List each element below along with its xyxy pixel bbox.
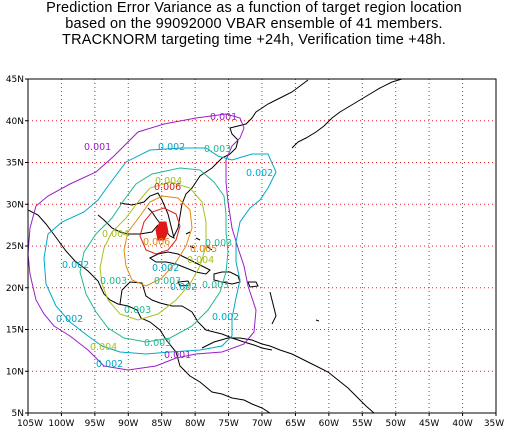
contour-0-005 <box>123 195 193 287</box>
title-line-3: TRACKNORM targeting time +24h, Verificat… <box>62 32 446 48</box>
x-tick-label: 100W <box>48 419 74 428</box>
contour-label: 0.004 <box>102 229 129 240</box>
x-tick-label: 50W <box>386 419 406 428</box>
contour-label: 0.003 <box>154 276 181 287</box>
y-tick-label: 20N <box>6 284 24 294</box>
x-tick-label: 75W <box>218 419 238 428</box>
x-tick-label: 40W <box>452 419 472 428</box>
contour-label: 0.001 <box>84 142 111 153</box>
title-block: Prediction Error Variance as a function … <box>0 0 508 48</box>
x-tick-label: 60W <box>319 419 339 428</box>
contour-label: 0.002 <box>246 168 273 179</box>
coast-gulf-mexico <box>97 214 159 235</box>
contour-label: 0.004 <box>187 255 214 266</box>
contour-0-006-core <box>155 221 169 241</box>
contour-label: 0.003 <box>100 276 127 287</box>
y-tick-label: 30N <box>6 200 24 210</box>
contour-label: 0.002 <box>158 142 185 153</box>
x-tick-label: 105W <box>17 419 43 428</box>
contour-label: 0.002 <box>56 314 83 325</box>
contour-label: 0.002 <box>62 260 89 271</box>
coast-cuba <box>149 251 211 275</box>
x-tick-label: 95W <box>85 419 105 428</box>
contour-label: 0.006 <box>143 237 170 248</box>
y-tick-label: 25N <box>6 242 24 252</box>
contour-label: 0.004 <box>90 342 117 353</box>
contour-label: 0.002 <box>170 282 197 293</box>
coast-us-east <box>119 79 309 239</box>
contour-label: 0.001 <box>210 112 237 123</box>
coast-south-america <box>201 337 375 413</box>
contour-label: 0.003 <box>205 238 232 249</box>
y-tick-labels: 5N 10N 15N 20N 25N 30N 35N 40N 45N <box>6 75 28 419</box>
contour-label: 0.003 <box>124 305 151 316</box>
x-tick-label: 80W <box>185 419 205 428</box>
title-line-1: Prediction Error Variance as a function … <box>46 0 462 16</box>
x-tick-label: 85W <box>152 419 172 428</box>
contour-label: 0.001 <box>164 350 191 361</box>
contour-label: 0.005 <box>190 244 217 255</box>
coast-puerto-rico <box>247 281 259 288</box>
x-tick-label: 65W <box>285 419 305 428</box>
contour-0-002 <box>43 147 277 355</box>
title-line-2: based on the 99092000 VBAR ensemble of 4… <box>65 16 443 32</box>
x-tick-label: 35W <box>484 419 504 428</box>
contour-label: 0.003 <box>144 338 171 349</box>
x-tick-label: 90W <box>118 419 138 428</box>
coast-lesser-antilles <box>269 291 320 325</box>
contour-0-001 <box>28 113 257 371</box>
y-tick-label: 15N <box>6 326 24 336</box>
contour-label: 0.003 <box>202 280 229 291</box>
y-tick-label: 40N <box>6 117 24 127</box>
coast-yucatan <box>119 281 273 351</box>
coast-mexico-central-america <box>28 209 271 413</box>
y-tick-label: 10N <box>6 367 24 377</box>
contour-label: 0.002 <box>212 312 239 323</box>
y-tick-label: 35N <box>6 159 24 169</box>
y-tick-label: 5N <box>12 409 24 419</box>
contour-label: 0.006 <box>154 182 181 193</box>
contours <box>28 113 277 371</box>
x-tick-label: 70W <box>252 419 272 428</box>
contour-0-006 <box>139 207 181 255</box>
contour-0-003 <box>79 167 229 343</box>
contour-label: 0.002 <box>96 359 123 370</box>
x-tick-label: 45W <box>419 419 439 428</box>
coast-bahamas <box>185 231 213 251</box>
y-tick-label: 45N <box>6 75 24 85</box>
contour-label: 0.002 <box>152 263 179 274</box>
x-tick-label: 55W <box>352 419 372 428</box>
coast-jamaica <box>177 280 191 287</box>
x-tick-labels: 105W 100W 95W 90W 85W 80W 75W 70W 65W 60W 55W 50W 45… <box>17 413 504 428</box>
coast-canada <box>291 79 403 149</box>
contour-0-004 <box>99 181 207 321</box>
contour-label: 0.004 <box>155 176 182 187</box>
contour-label: 0.003 <box>204 144 231 155</box>
